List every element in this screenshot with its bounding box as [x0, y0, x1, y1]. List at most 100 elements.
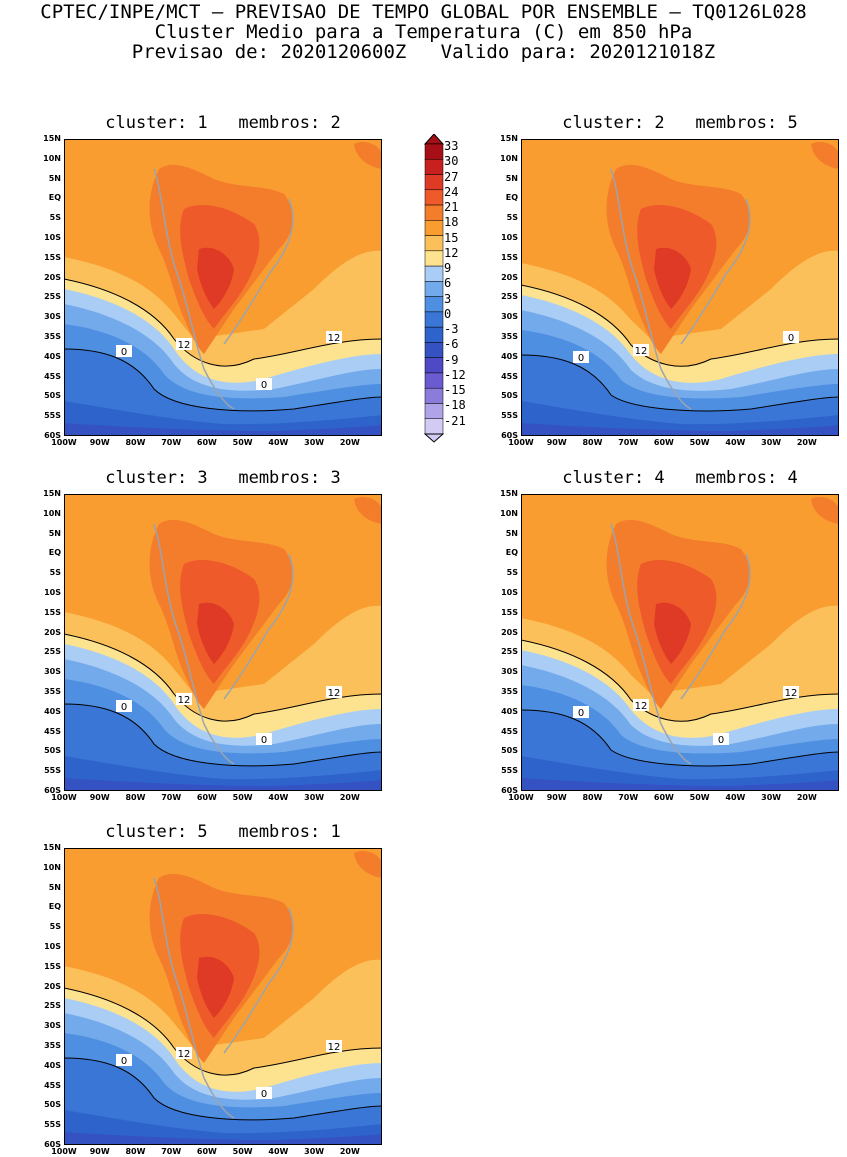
latitude-label: 10N	[43, 862, 61, 872]
svg-text:12: 12	[635, 346, 648, 357]
latitude-label: 40S	[501, 351, 518, 361]
svg-text:12: 12	[328, 333, 341, 344]
latitude-label: 5S	[506, 213, 518, 223]
latitude-label: 15N	[43, 489, 61, 498]
contour-label: 0	[573, 351, 589, 364]
latitude-label: 45S	[44, 371, 61, 381]
contour-label: 12	[783, 686, 799, 699]
longitude-label: 80W	[125, 793, 146, 802]
longitude-label: 70W	[161, 438, 182, 447]
latitude-label: 20S	[44, 627, 61, 637]
colorbar-swatch	[424, 403, 444, 419]
colorbar-swatch	[424, 265, 444, 282]
svg-text:0: 0	[121, 702, 127, 713]
svg-text:0: 0	[261, 380, 267, 391]
latitude-label: 10S	[501, 588, 518, 597]
latitude-label: 55S	[501, 411, 518, 421]
longitude-label: 100W	[51, 793, 77, 802]
latitude-label: EQ	[48, 193, 61, 203]
panel-title: cluster: 5 membros: 1	[105, 822, 341, 842]
latitude-label: 5N	[505, 173, 518, 183]
longitude-label: 80W	[125, 438, 146, 447]
colorbar-tick-label: 6	[444, 276, 452, 291]
longitude-label: 20W	[796, 793, 817, 802]
latitude-label: 10S	[44, 942, 61, 951]
latitude-label: 35S	[44, 332, 61, 341]
colorbar-tick-label: 3	[444, 291, 452, 306]
header-dates: Previsao de: 2020120600Z Valido para: 20…	[131, 41, 716, 63]
latitude-label: 35S	[501, 332, 518, 341]
latitude-label: 10S	[44, 588, 61, 597]
panel-title: cluster: 1 membros: 2	[105, 113, 341, 133]
latitude-label: 5N	[48, 528, 61, 538]
latitude-label: 50S	[44, 1100, 61, 1110]
latitude-label: 50S	[501, 391, 518, 401]
colorbar-tick-label: 9	[444, 261, 452, 276]
latitude-label: 25S	[44, 1001, 61, 1011]
contour-label: 12	[326, 331, 342, 344]
latitude-label: 40S	[44, 1060, 61, 1070]
latitude-label: 50S	[44, 746, 61, 756]
contour-label: 0	[713, 733, 729, 746]
latitude-label: 45S	[44, 1080, 61, 1090]
colorbar-swatch	[424, 189, 444, 206]
latitude-label: 35S	[501, 687, 518, 696]
colorbar-tick-label: -15	[444, 383, 466, 398]
contour-label: 12	[176, 338, 192, 351]
longitude-label: 60W	[653, 438, 674, 447]
svg-text:12: 12	[328, 1042, 341, 1053]
latitude-label: 5S	[49, 568, 61, 578]
longitude-label: 100W	[51, 438, 77, 447]
header-subtitle: Cluster Medio para a Temperatura (C) em …	[154, 21, 693, 43]
longitude-label: 50W	[232, 1147, 253, 1156]
longitude-label: 100W	[508, 438, 534, 447]
longitude-label: 20W	[339, 793, 360, 802]
contour-label: 12	[326, 1040, 342, 1053]
latitude-label: 10S	[44, 233, 61, 242]
contour-label: 0	[256, 1087, 272, 1100]
latitude-label: 10N	[43, 153, 61, 163]
longitude-label: 90W	[89, 1147, 110, 1156]
svg-text:0: 0	[121, 347, 127, 358]
colorbar-tick-label: -12	[444, 367, 466, 382]
colorbar-tick-label: 18	[444, 215, 459, 230]
latitude-label: 5S	[506, 568, 518, 578]
latitude-label: 5N	[505, 528, 518, 538]
latitude-label: 10N	[500, 508, 518, 518]
latitude-label: 50S	[501, 746, 518, 756]
latitude-label: EQ	[48, 902, 61, 912]
longitude-label: 100W	[508, 793, 534, 802]
longitude-label: 20W	[339, 438, 360, 447]
latitude-label: 45S	[501, 371, 518, 381]
latitude-label: 45S	[501, 726, 518, 736]
contour-label: 12	[176, 1047, 192, 1060]
longitude-label: 30W	[761, 438, 782, 447]
longitude-label: 60W	[653, 793, 674, 802]
latitude-label: 5N	[48, 173, 61, 183]
latitude-label: 60S	[501, 786, 518, 795]
contour-label: 0	[116, 345, 132, 358]
colorbar-tick-label: -6	[444, 337, 459, 352]
svg-text:12: 12	[635, 701, 648, 712]
colorbar-tick-label: 24	[444, 184, 459, 199]
latitude-label: 60S	[44, 431, 61, 440]
longitude-label: 70W	[618, 438, 639, 447]
longitude-label: 30W	[304, 793, 325, 802]
latitude-label: 35S	[44, 687, 61, 696]
latitude-label: EQ	[505, 548, 518, 558]
longitude-label: 80W	[125, 1147, 146, 1156]
latitude-label: 30S	[44, 667, 61, 677]
latitude-label: 15N	[43, 843, 61, 852]
latitude-label: 10N	[43, 508, 61, 518]
longitude-label: 40W	[268, 1147, 289, 1156]
contour-label: 0	[573, 706, 589, 719]
latitude-label: 40S	[44, 706, 61, 716]
colorbar-swatch	[424, 281, 444, 297]
longitude-label: 70W	[161, 1147, 182, 1156]
longitude-label: 100W	[51, 1147, 77, 1156]
contour-label: 12	[633, 344, 649, 357]
contour-label: 0	[116, 700, 132, 713]
latitude-label: 30S	[44, 1021, 61, 1031]
svg-text:0: 0	[121, 1056, 127, 1067]
contour-label: 0	[256, 733, 272, 746]
